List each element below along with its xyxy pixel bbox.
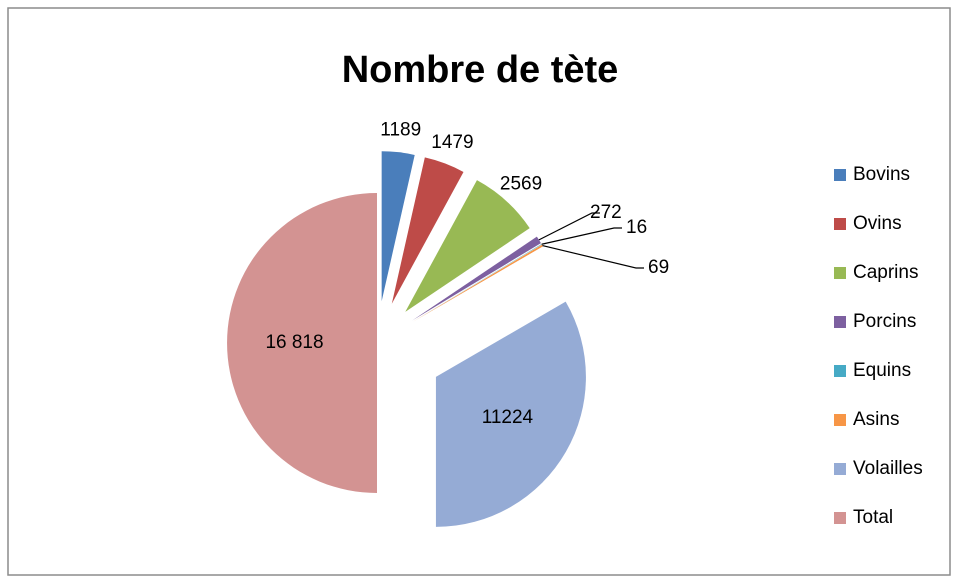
legend-swatch bbox=[834, 365, 846, 377]
legend-swatch bbox=[834, 414, 846, 426]
legend-swatch bbox=[834, 512, 846, 524]
legend-label: Equins bbox=[853, 360, 911, 381]
pie-slice bbox=[413, 244, 542, 322]
data-label: 69 bbox=[648, 257, 669, 278]
data-label: 272 bbox=[590, 202, 622, 223]
legend-label: Bovins bbox=[853, 164, 910, 185]
data-label: 16 bbox=[626, 217, 647, 238]
leader-line bbox=[541, 227, 622, 245]
data-label: 11224 bbox=[482, 407, 534, 428]
legend-swatch bbox=[834, 463, 846, 475]
data-label: 2569 bbox=[500, 174, 542, 195]
pie-slice bbox=[412, 236, 541, 321]
chart-title: Nombre de tète bbox=[342, 49, 619, 91]
legend-swatch bbox=[834, 169, 846, 181]
pie-slice bbox=[391, 157, 464, 304]
pie-slice bbox=[435, 301, 586, 527]
legend-swatch bbox=[834, 316, 846, 328]
pie-slice bbox=[405, 180, 530, 312]
legend-label: Volailles bbox=[853, 458, 923, 479]
legend-label: Total bbox=[853, 507, 893, 528]
pie-slice bbox=[381, 151, 415, 302]
pie-slice bbox=[413, 244, 543, 322]
legend-label: Porcins bbox=[853, 311, 916, 332]
leader-line bbox=[538, 212, 600, 241]
legend-label: Ovins bbox=[853, 213, 902, 234]
legend-label: Caprins bbox=[853, 262, 918, 283]
legend-swatch bbox=[834, 267, 846, 279]
legend-swatch bbox=[834, 218, 846, 230]
data-label: 1479 bbox=[431, 132, 473, 153]
data-label: 16 818 bbox=[265, 332, 323, 353]
pie-slice bbox=[227, 193, 377, 493]
data-label: 1189 bbox=[380, 119, 421, 140]
leader-line bbox=[542, 244, 644, 269]
legend-label: Asins bbox=[853, 409, 899, 430]
